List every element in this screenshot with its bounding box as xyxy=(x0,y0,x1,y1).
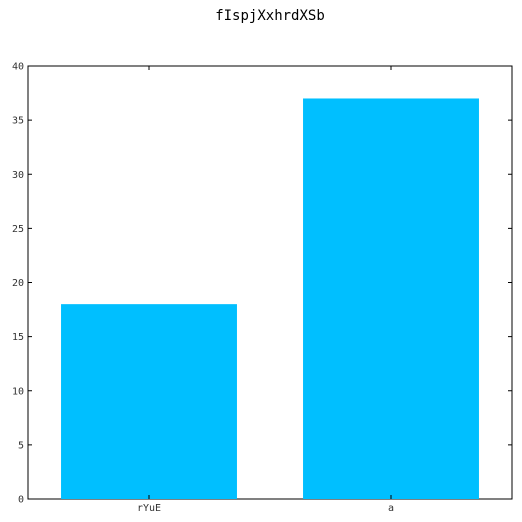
y-tick-label: 25 xyxy=(12,224,24,235)
x-axis: rYuE a xyxy=(137,66,394,514)
y-tick-label: 5 xyxy=(18,440,24,451)
bar-a xyxy=(303,98,479,499)
y-tick-label: 15 xyxy=(12,332,24,343)
bar-rYuE xyxy=(61,304,237,499)
x-tick-label: a xyxy=(388,503,394,514)
y-axis: 0 5 10 15 20 25 30 35 40 xyxy=(12,62,512,506)
y-tick-label: 20 xyxy=(12,278,24,289)
y-tick-label: 10 xyxy=(12,386,24,397)
y-tick-label: 40 xyxy=(12,62,24,73)
x-tick-label: rYuE xyxy=(137,503,161,514)
chart-title: fIspjXxhrdXSb xyxy=(215,8,325,24)
y-tick-label: 30 xyxy=(12,170,24,181)
bar-series xyxy=(61,98,479,499)
y-tick-label: 0 xyxy=(18,495,24,506)
y-tick-label: 35 xyxy=(12,116,24,127)
